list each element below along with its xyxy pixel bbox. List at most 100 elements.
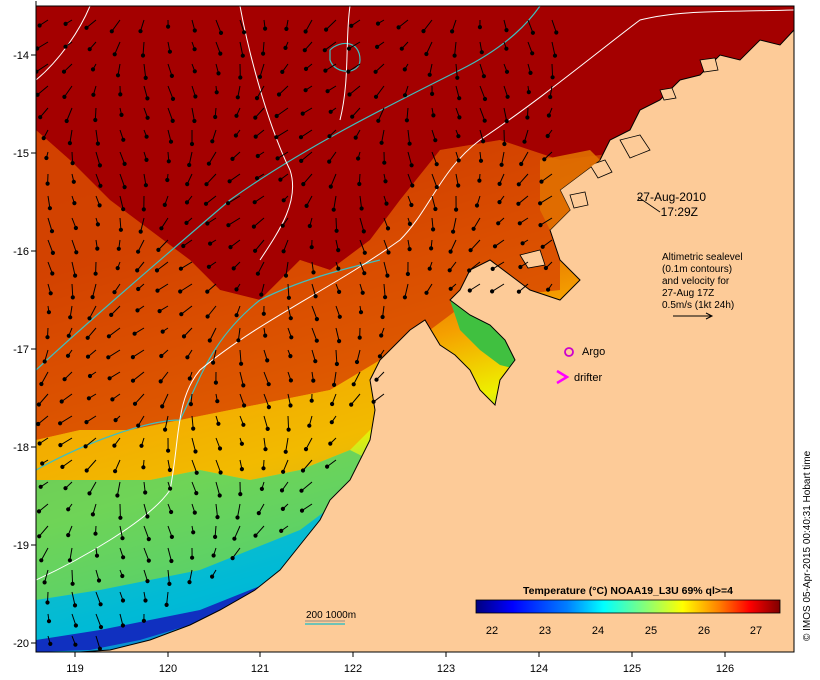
velocity-arrow-head (539, 179, 544, 184)
velocity-arrow (383, 239, 389, 253)
velocity-arrow (254, 107, 265, 118)
velocity-arrow-head (479, 50, 484, 55)
velocity-arrow-head (228, 245, 233, 250)
velocity-arrow-head (138, 29, 143, 34)
velocity-arrow-head (145, 96, 150, 101)
velocity-arrow-head (118, 515, 123, 520)
velocity-arrow (311, 327, 318, 341)
velocity-arrow-head (64, 118, 69, 124)
velocity-arrow-head (193, 94, 198, 99)
velocity-arrow (335, 217, 338, 231)
velocity-arrow-head (193, 449, 198, 454)
velocity-arrow-head (205, 289, 210, 294)
velocity-arrow-head (37, 441, 42, 446)
velocity-arrow-head (350, 114, 355, 119)
velocity-arrow-head (157, 309, 162, 314)
velocity-arrow-head (44, 155, 49, 161)
velocity-arrow-head (68, 315, 73, 320)
velocity-arrow-head (325, 89, 330, 94)
velocity-arrow-head (217, 493, 222, 498)
velocity-arrow (254, 239, 265, 252)
velocity-arrow-head (373, 69, 378, 74)
velocity-arrow-head (259, 486, 264, 491)
velocity-arrow (263, 371, 270, 385)
velocity-arrow-head (59, 399, 64, 404)
velocity-arrow-head (421, 29, 426, 34)
velocity-arrow-head (324, 27, 329, 32)
velocity-arrow-head (478, 158, 484, 163)
velocity-arrow-head (550, 75, 555, 80)
velocity-arrow-head (329, 420, 334, 425)
velocity-arrow (47, 217, 53, 232)
velocity-arrow-head (274, 135, 279, 140)
velocity-arrow (383, 283, 386, 298)
velocity-arrow-head (60, 464, 65, 469)
velocity-arrow (425, 41, 433, 55)
velocity-arrow (348, 63, 361, 73)
velocity-arrow-head (93, 271, 98, 276)
land-mass (79, 29, 794, 652)
velocity-arrow-head (159, 226, 164, 231)
colorbar-tick: 23 (539, 625, 551, 637)
velocity-arrow (69, 129, 73, 144)
argo-marker (564, 347, 574, 357)
velocity-arrow-head (502, 141, 507, 147)
velocity-arrow-head (120, 598, 126, 603)
velocity-arrow-head (281, 198, 286, 203)
velocity-arrow (215, 481, 221, 496)
velocity-arrow-head (93, 117, 98, 123)
velocity-arrow-head (166, 448, 171, 453)
velocity-arrow-head (208, 241, 213, 246)
velocity-arrow-head (72, 603, 78, 608)
velocity-arrow (431, 195, 436, 210)
velocity-arrow-head (67, 141, 73, 146)
velocity-arrow-head (265, 426, 270, 431)
velocity-arrow-head (115, 73, 121, 78)
velocity-arrow-head (263, 333, 268, 338)
velocity-arrow (520, 151, 529, 165)
velocity-arrow-head (226, 201, 231, 206)
velocity-arrow-head (328, 441, 333, 446)
velocity-arrow-head (424, 51, 429, 57)
velocity-arrow-head (427, 72, 432, 77)
velocity-arrow-head (433, 206, 438, 212)
velocity-arrow-head (349, 402, 354, 407)
velocity-arrow-head (115, 266, 120, 271)
velocity-arrow-head (187, 376, 192, 381)
velocity-arrow-head (184, 200, 190, 205)
velocity-arrow-head (481, 74, 486, 79)
velocity-arrow-head (477, 178, 482, 183)
velocity-arrow (282, 459, 289, 472)
velocity-arrow (215, 503, 218, 518)
velocity-arrow-head (144, 157, 149, 162)
velocity-arrow (353, 371, 361, 385)
velocity-arrow (518, 173, 529, 185)
velocity-arrow-head (275, 156, 280, 161)
velocity-arrow (36, 41, 49, 49)
velocity-arrow-head (106, 355, 111, 360)
velocity-arrow (468, 261, 481, 271)
velocity-arrow (239, 371, 244, 386)
archipelago (519, 57, 719, 269)
velocity-arrow-head (61, 69, 67, 74)
velocity-arrow-head (143, 183, 148, 188)
velocity-arrow-head (385, 273, 390, 278)
velocity-arrow-head (145, 579, 150, 584)
velocity-arrow (191, 415, 194, 429)
x-tick-label: 120 (159, 663, 177, 675)
velocity-arrow (311, 283, 317, 297)
velocity-arrow (132, 349, 145, 358)
velocity-arrow (95, 151, 101, 166)
y-tick-label: -18 (13, 442, 29, 454)
velocity-arrow-head (543, 265, 549, 271)
velocity-arrow-head (188, 402, 193, 407)
velocity-arrow-head (504, 119, 509, 124)
velocity-arrow (239, 349, 242, 364)
velocity-arrow (63, 85, 73, 98)
velocity-arrow-head (73, 642, 78, 647)
velocity-arrow-head (346, 69, 351, 74)
x-tick-label: 126 (716, 663, 734, 675)
velocity-arrow-head (109, 29, 114, 34)
velocity-arrow-head (360, 290, 365, 295)
velocity-arrow (301, 481, 313, 492)
